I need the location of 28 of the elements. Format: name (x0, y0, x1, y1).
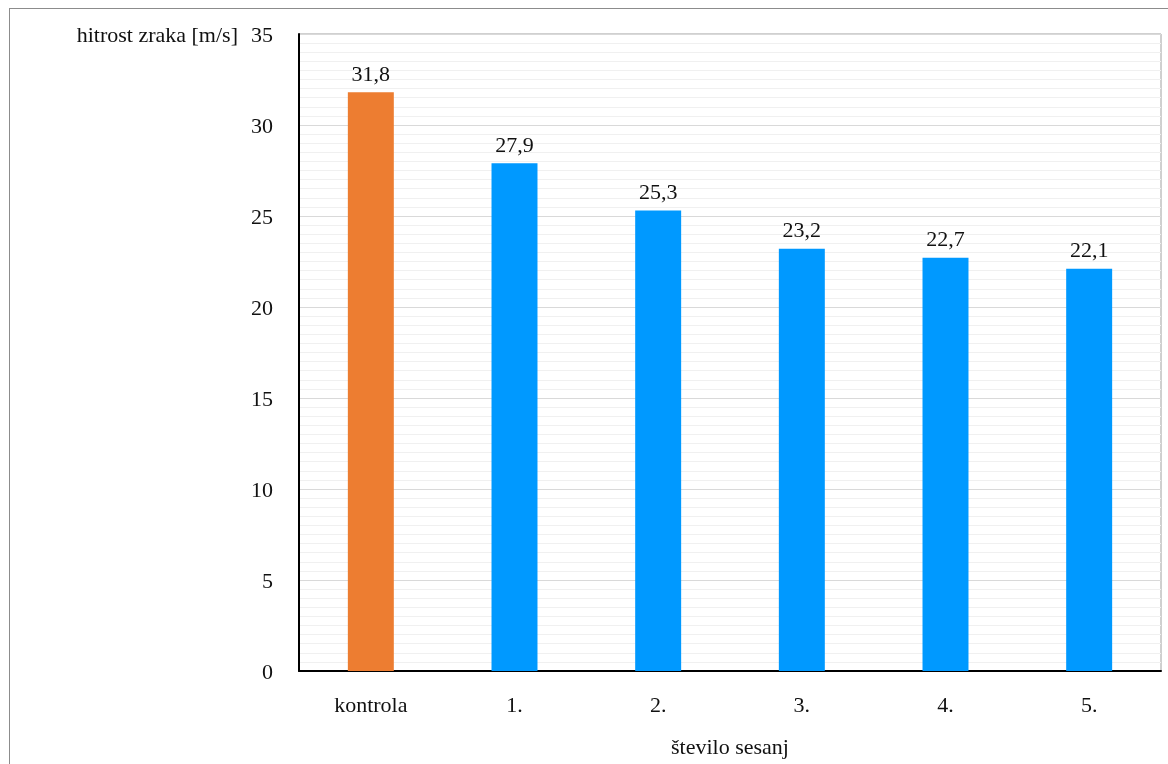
x-axis-title: število sesanj (671, 733, 789, 759)
x-tick-label: 4. (937, 691, 954, 717)
data-label: 23,2 (782, 217, 822, 243)
y-tick-label: 35 (251, 21, 273, 47)
bar (778, 248, 825, 671)
data-label: 27,9 (495, 131, 534, 157)
y-tick-label: 25 (251, 203, 273, 229)
y-tick-label: 30 (251, 112, 273, 138)
data-label: 22,1 (1069, 237, 1109, 263)
data-label: 31,8 (351, 60, 391, 86)
bar (922, 257, 969, 671)
bar (491, 163, 538, 671)
x-tick-label: kontrola (334, 691, 408, 717)
y-tick-label: 10 (251, 476, 273, 502)
x-tick-label: 1. (506, 691, 523, 717)
bar (347, 92, 394, 671)
bar (1066, 268, 1113, 671)
y-tick-label: 0 (262, 658, 273, 684)
x-tick-label: 2. (649, 691, 667, 717)
y-axis-title: hitrost zraka [m/s] (76, 21, 238, 47)
x-tick-label: 5. (1080, 691, 1098, 717)
y-tick-label: 20 (251, 294, 273, 320)
data-label: 25,3 (638, 179, 678, 205)
data-label: 22,7 (926, 226, 965, 252)
y-tick-label: 15 (251, 385, 273, 411)
y-tick-label: 5 (262, 567, 273, 593)
bar (635, 210, 682, 671)
x-tick-label: 3. (793, 691, 811, 717)
